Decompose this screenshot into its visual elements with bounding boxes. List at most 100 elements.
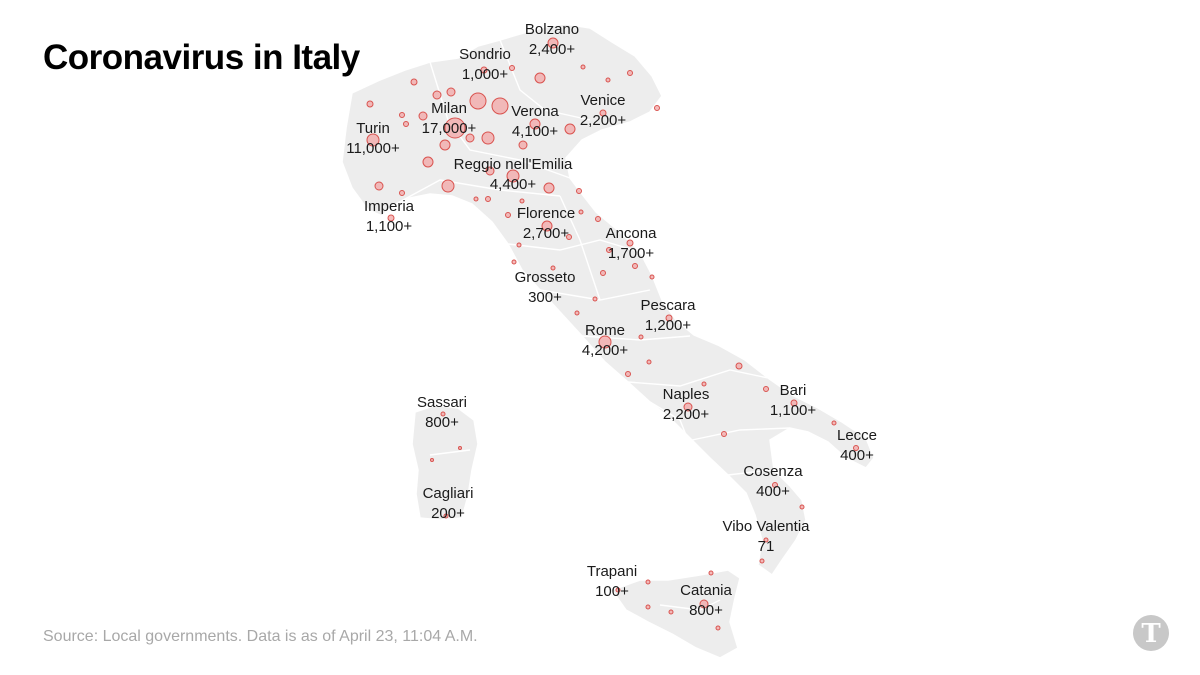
- bubble-reggio: [506, 169, 520, 183]
- bubble-novara: [418, 111, 428, 121]
- bubble-small: [831, 420, 837, 426]
- city-label-catania: Catania 800+: [680, 582, 732, 619]
- bubble-aosta: [366, 100, 374, 108]
- bubble-small: [485, 196, 491, 202]
- city-label-cagliari: Cagliari 200+: [423, 485, 474, 522]
- bubble-alessandria: [422, 156, 434, 168]
- mainland-shape: [341, 23, 875, 577]
- bubble-como: [446, 87, 456, 97]
- bubble-small: [606, 247, 612, 253]
- bubble-lecce: [853, 445, 859, 451]
- bubble-cremona: [465, 133, 475, 143]
- bubble-small: [410, 78, 418, 86]
- bubble-small: [721, 431, 727, 437]
- sicily-shape: [610, 569, 741, 659]
- city-label-sassari: Sassari 800+: [417, 394, 467, 431]
- bubble-vibo: [763, 537, 769, 543]
- bubble-small: [519, 198, 525, 204]
- bubble-small: [638, 334, 644, 340]
- bubble-pescara: [665, 314, 673, 322]
- bubble-small: [654, 105, 660, 111]
- bubble-small: [625, 371, 631, 377]
- city-label-ancona: Ancona 1,700+: [606, 225, 658, 262]
- bubble-small: [701, 381, 707, 387]
- bubble-cosenza: [772, 482, 778, 488]
- bubble-small: [576, 188, 582, 194]
- bubble-small: [735, 362, 743, 370]
- bubble-small: [574, 310, 580, 316]
- city-label-trapani: Trapani 100+: [587, 563, 637, 600]
- bubble-small: [578, 209, 584, 215]
- city-label-grosseto: Grosseto 300+: [515, 269, 576, 306]
- bubble-catania: [699, 599, 709, 609]
- bubble-small: [509, 65, 515, 71]
- bubble-sassari: [440, 411, 446, 417]
- bubble-trapani: [615, 587, 621, 593]
- bubble-turin: [366, 133, 380, 147]
- bubble-cuneo: [374, 181, 384, 191]
- city-label-turin: Turin 11,000+: [346, 120, 400, 157]
- nyt-logo-icon: T: [1133, 615, 1169, 651]
- bubble-bolzano: [547, 37, 559, 49]
- bubble-imperia: [387, 214, 395, 222]
- bubble-small: [645, 579, 651, 585]
- region-borders: [391, 39, 791, 611]
- bubble-small: [645, 604, 651, 610]
- city-label-reggio: Reggio nell'Emilia 4,400+: [454, 156, 573, 193]
- bubble-small: [763, 386, 769, 392]
- bubble-florence: [541, 220, 553, 232]
- bubble-milan: [444, 117, 466, 139]
- bubble-naples: [683, 402, 693, 412]
- source-note: Source: Local governments. Data is as of…: [43, 628, 478, 645]
- sardinia-shape: [411, 404, 479, 521]
- city-label-bolzano: Bolzano 2,400+: [525, 21, 579, 58]
- land: [341, 23, 875, 659]
- bubble-small: [399, 190, 405, 196]
- city-label-sondrio: Sondrio 1,000+: [459, 46, 511, 83]
- bubble-small: [708, 570, 714, 576]
- bubble-small: [511, 259, 517, 265]
- bubble-small: [473, 196, 479, 202]
- bubble-milan-2: [469, 92, 487, 110]
- bubble-small: [600, 270, 606, 276]
- case-bubbles: [366, 37, 859, 631]
- city-label-vibo-valentia: Vibo Valentia 71: [722, 518, 810, 555]
- bubble-cagliari: [443, 513, 449, 519]
- bubble-small: [458, 446, 462, 450]
- city-label-imperia: Imperia 1,100+: [364, 198, 415, 235]
- bubble-vicenza: [518, 140, 528, 150]
- bubble-small: [430, 458, 434, 462]
- svg-text:T: T: [1141, 619, 1161, 649]
- bubble-small: [399, 112, 405, 118]
- bubble-trento: [534, 72, 546, 84]
- bubble-small: [505, 212, 511, 218]
- bubble-small: [759, 558, 765, 564]
- bubble-small: [516, 242, 522, 248]
- city-label-milan: Milan 17,000+: [422, 100, 477, 137]
- bubble-bologna: [543, 182, 555, 194]
- bubble-ancona: [626, 239, 634, 247]
- bubble-piacenza: [441, 179, 455, 193]
- bubble-small: [627, 70, 633, 76]
- bubble-small: [605, 77, 611, 83]
- city-label-cosenza: Cosenza 400+: [743, 463, 803, 500]
- bubble-varese: [432, 90, 442, 100]
- bubble-small: [632, 263, 638, 269]
- city-label-naples: Naples 2,200+: [663, 386, 710, 423]
- city-label-rome: Rome 4,200+: [582, 322, 629, 359]
- bubble-bergamo: [491, 97, 509, 115]
- bubble-small: [646, 359, 652, 365]
- city-label-florence: Florence 2,700+: [517, 205, 575, 242]
- bubble-small: [799, 504, 805, 510]
- city-label-lecce: Lecce 400+: [837, 427, 877, 464]
- bubble-small: [715, 625, 721, 631]
- city-label-pescara: Pescara 1,200+: [640, 297, 696, 334]
- bubble-small: [668, 609, 674, 615]
- bubble-small: [566, 234, 572, 240]
- bubble-lodi: [439, 139, 451, 151]
- city-label-verona: Verona 4,100+: [511, 103, 559, 140]
- bubble-small: [592, 296, 598, 302]
- city-labels: Bolzano 2,400+ Sondrio 1,000+ Venice 2,200+…: [346, 21, 877, 619]
- bubble-small: [403, 121, 409, 127]
